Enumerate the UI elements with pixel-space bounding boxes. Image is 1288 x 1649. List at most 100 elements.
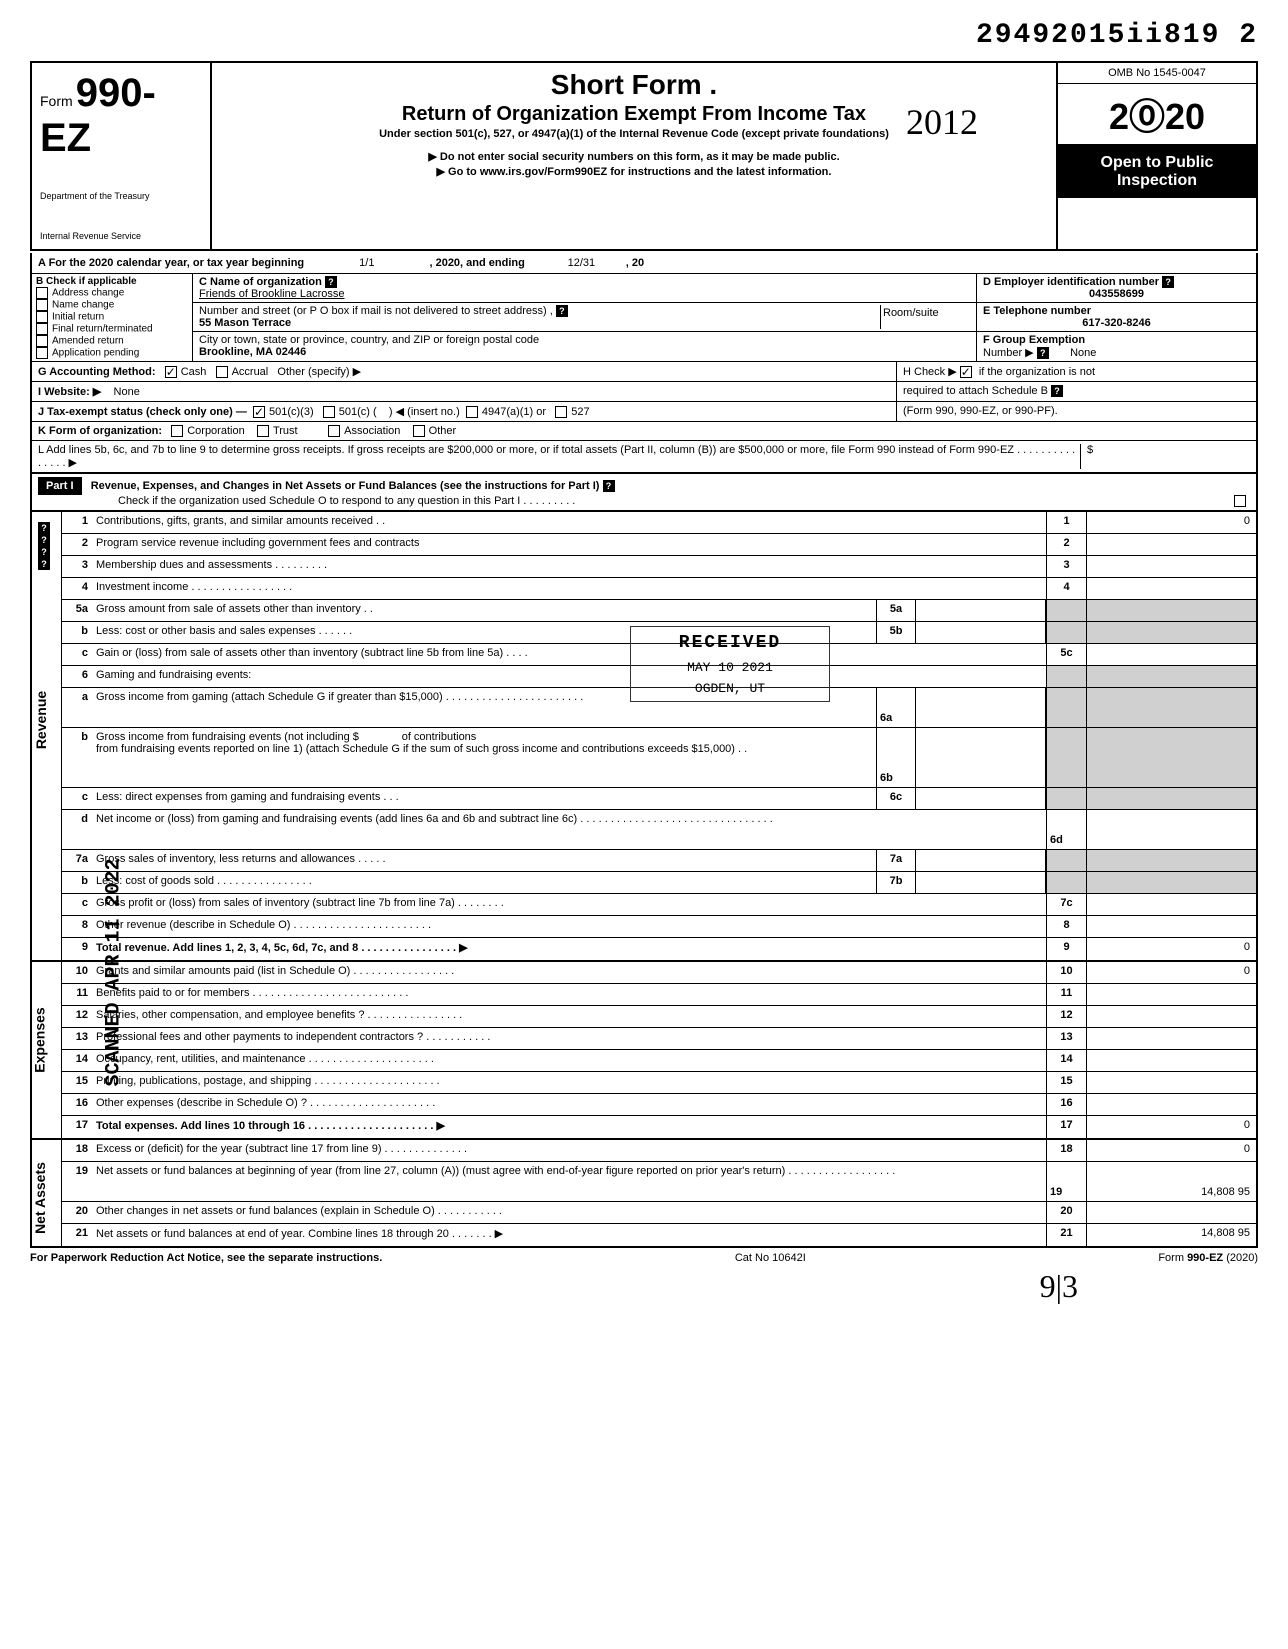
- opt-501c3: 501(c)(3): [269, 406, 314, 418]
- checkbox-527[interactable]: [555, 406, 567, 418]
- line-7c-val: [1086, 894, 1256, 915]
- line-16-desc: Other expenses (describe in Schedule O) …: [92, 1094, 1046, 1115]
- help-icon[interactable]: ?: [38, 558, 50, 570]
- line-12-desc: Salaries, other compensation, and employ…: [92, 1006, 1046, 1027]
- line-10-desc: Grants and similar amounts paid (list in…: [92, 962, 1046, 983]
- checkbox-initial-return[interactable]: [36, 311, 48, 323]
- line-6b-desc1: Gross income from fundraising events (no…: [96, 731, 359, 743]
- opt-cash: Cash: [181, 366, 207, 378]
- checkbox-corporation[interactable]: [171, 425, 183, 437]
- checkbox-schedule-o[interactable]: [1234, 495, 1246, 507]
- section-j-row: J Tax-exempt status (check only one) — 5…: [30, 402, 1258, 422]
- form-prefix: Form: [40, 93, 73, 109]
- help-icon[interactable]: ?: [38, 522, 50, 534]
- section-f: F Group Exemption Number ▶ ? None: [977, 332, 1256, 361]
- note-website: ▶ Go to www.irs.gov/Form990EZ for instru…: [222, 165, 1046, 178]
- line-17-val: 0: [1086, 1116, 1256, 1138]
- opt-accrual: Accrual: [232, 366, 269, 378]
- line-5a-val: [916, 600, 1046, 621]
- received-stamp: RECEIVED MAY 10 2021 OGDEN, UT: [630, 626, 830, 702]
- help-icon[interactable]: ?: [38, 534, 50, 546]
- handwritten-year: 2012: [906, 101, 978, 143]
- checkbox-4947[interactable]: [466, 406, 478, 418]
- line-3-val: [1086, 556, 1256, 577]
- net-assets-label: Net Assets: [32, 1162, 48, 1234]
- section-a-calendar-year: A For the 2020 calendar year, or tax yea…: [30, 253, 1258, 274]
- checkbox-schedule-b[interactable]: [960, 366, 972, 378]
- line-10-val: 0: [1086, 962, 1256, 983]
- address-row: Number and street (or P O box if mail is…: [193, 303, 976, 332]
- opt-amended: Amended return: [52, 336, 124, 347]
- checkbox-501c[interactable]: [323, 406, 335, 418]
- accounting-label: G Accounting Method:: [38, 366, 156, 378]
- checkbox-501c3[interactable]: [253, 406, 265, 418]
- help-icon[interactable]: ?: [603, 480, 615, 492]
- opt-name-change: Name change: [52, 300, 114, 311]
- form-header: Form 990-EZ Department of the Treasury I…: [30, 61, 1258, 251]
- opt-app-pending: Application pending: [52, 348, 139, 359]
- section-a-mid: , 2020, and ending: [429, 257, 524, 269]
- section-i-row: I Website: ▶ None required to attach Sch…: [30, 382, 1258, 402]
- header-right: OMB No 1545-0047 2⓪20 Open to Public Ins…: [1056, 63, 1256, 249]
- addr-label: Number and street (or P O box if mail is…: [199, 305, 553, 317]
- part-1-label: Part I: [38, 477, 82, 495]
- opt-association: Association: [344, 425, 400, 437]
- checkbox-other-org[interactable]: [413, 425, 425, 437]
- tax-year: 2⓪20: [1058, 84, 1256, 146]
- ein-label: D Employer identification number: [983, 276, 1159, 288]
- checkbox-amended[interactable]: [36, 335, 48, 347]
- checkbox-app-pending[interactable]: [36, 347, 48, 359]
- website-label: I Website: ▶: [38, 386, 101, 398]
- part-1-header: Part I Revenue, Expenses, and Changes in…: [30, 474, 1258, 512]
- opt-corporation: Corporation: [187, 425, 244, 437]
- help-icon[interactable]: ?: [1162, 276, 1174, 288]
- section-i: I Website: ▶ None: [32, 382, 896, 401]
- line-17-desc: Total expenses. Add lines 10 through 16 …: [96, 1120, 445, 1132]
- checkbox-association[interactable]: [328, 425, 340, 437]
- section-a-label: A For the 2020 calendar year, or tax yea…: [38, 257, 304, 269]
- help-icon[interactable]: ?: [325, 276, 337, 288]
- received-text: RECEIVED: [633, 629, 827, 658]
- line-13-val: [1086, 1028, 1256, 1049]
- line-9-val: 0: [1086, 938, 1256, 960]
- opt-final-return: Final return/terminated: [52, 324, 153, 335]
- line-7a-val: [916, 850, 1046, 871]
- section-def: D Employer identification number ? 04355…: [976, 274, 1256, 361]
- h-cont2: (Form 990, 990-EZ, or 990-PF).: [896, 402, 1256, 421]
- checkbox-accrual[interactable]: [216, 366, 228, 378]
- revenue-label: Revenue: [33, 691, 49, 749]
- checkbox-name-change[interactable]: [36, 299, 48, 311]
- dept-irs: Internal Revenue Service: [40, 231, 202, 241]
- line-4-desc: Investment income . . . . . . . . . . . …: [92, 578, 1046, 599]
- section-c: C Name of organization ? Friends of Broo…: [192, 274, 976, 361]
- help-icon[interactable]: ?: [38, 546, 50, 558]
- form-number: 990-EZ: [40, 71, 156, 160]
- line-2-desc: Program service revenue including govern…: [92, 534, 1046, 555]
- section-l: L Add lines 5b, 6c, and 7b to line 9 to …: [30, 441, 1258, 474]
- help-icon[interactable]: ?: [556, 305, 568, 317]
- line-14-desc: Occupancy, rent, utilities, and maintena…: [92, 1050, 1046, 1071]
- omb-number: OMB No 1545-0047: [1058, 63, 1256, 84]
- revenue-section: ? ? ? ? Revenue 1Contributions, gifts, g…: [30, 512, 1258, 962]
- h-text3: required to attach Schedule B: [903, 385, 1048, 397]
- group-exemption-label: F Group Exemption: [983, 334, 1085, 346]
- section-e: E Telephone number 617-320-8246: [977, 303, 1256, 332]
- net-assets-section: Net Assets 18Excess or (deficit) for the…: [30, 1140, 1258, 1248]
- section-d: D Employer identification number ? 04355…: [977, 274, 1256, 303]
- help-icon[interactable]: ?: [1037, 347, 1049, 359]
- section-b: B Check if applicable Address change Nam…: [32, 274, 192, 361]
- street-address: 55 Mason Terrace: [199, 317, 291, 329]
- line-16-val: [1086, 1094, 1256, 1115]
- checkbox-trust[interactable]: [257, 425, 269, 437]
- line-6b-val: [916, 728, 1046, 787]
- line-18-val: 0: [1086, 1140, 1256, 1161]
- section-l-text: L Add lines 5b, 6c, and 7b to line 9 to …: [38, 444, 1080, 469]
- checkbox-final-return[interactable]: [36, 323, 48, 335]
- line-1-desc: Contributions, gifts, grants, and simila…: [92, 512, 1046, 533]
- section-c-label: C Name of organization: [199, 276, 322, 288]
- scanned-stamp: SCANNED APR 11 2022: [103, 858, 126, 1086]
- checkbox-cash[interactable]: [165, 366, 177, 378]
- checkbox-address-change[interactable]: [36, 287, 48, 299]
- help-icon[interactable]: ?: [1051, 385, 1063, 397]
- form-of-org-label: K Form of organization:: [38, 425, 162, 437]
